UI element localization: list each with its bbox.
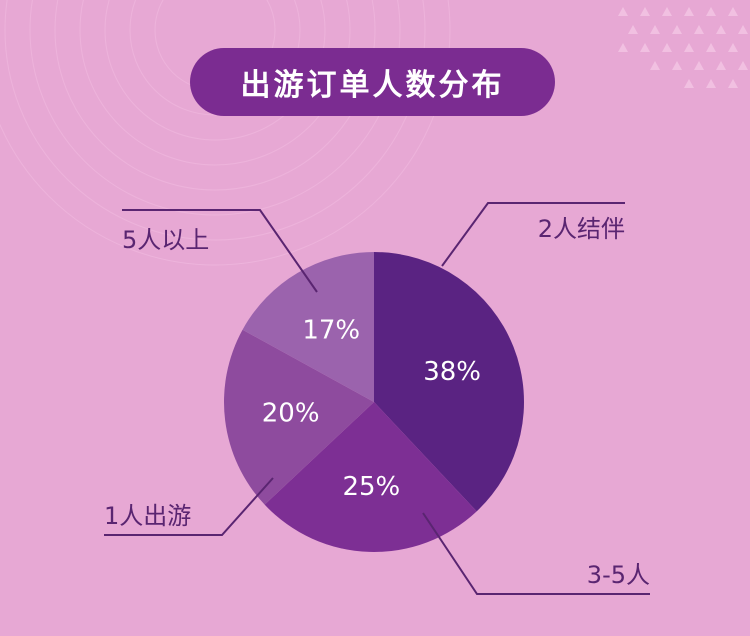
leader-line-2p <box>441 202 625 267</box>
chart-labels: 38% 2人结伴 25% 3-5人 20% 1人出游 17% 5人以上 <box>104 215 650 589</box>
category-label-5plus: 5人以上 <box>122 226 209 254</box>
pie-slice-solo <box>224 329 374 505</box>
pie-slices <box>224 252 524 552</box>
chart-title: 出游订单人数分布 <box>190 48 555 116</box>
pie-slice-2p <box>374 252 524 512</box>
value-label-solo: 20% <box>262 399 320 429</box>
leader-line-solo <box>104 477 274 536</box>
category-label-2p: 2人结伴 <box>538 215 625 243</box>
pie-slice-5plus <box>242 252 374 402</box>
leader-line-5plus <box>122 209 318 293</box>
leader-line-3to5 <box>422 512 650 595</box>
leader-lines <box>104 202 650 595</box>
value-label-5plus: 17% <box>302 316 360 346</box>
triangle-pattern-decoration <box>618 7 748 88</box>
category-label-solo: 1人出游 <box>104 502 191 530</box>
category-label-3to5: 3-5人 <box>587 561 650 589</box>
value-label-3to5: 25% <box>342 472 400 502</box>
concentric-circles-decoration <box>0 0 451 266</box>
value-label-2p: 38% <box>423 357 481 387</box>
